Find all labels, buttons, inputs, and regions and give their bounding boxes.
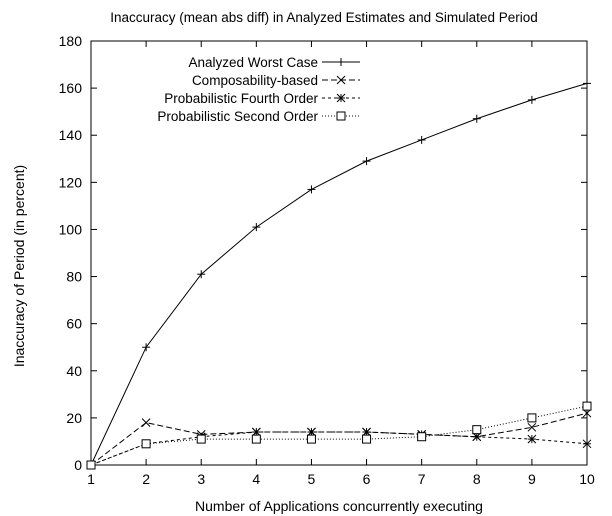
y-tick-label: 140 xyxy=(59,127,83,143)
data-point-series-1 xyxy=(417,135,426,144)
data-point-series-4 xyxy=(86,460,96,470)
y-tick-label: 0 xyxy=(74,457,82,473)
y-tick-label: 20 xyxy=(66,410,82,426)
data-point-series-1 xyxy=(307,185,316,194)
x-tick-label: 7 xyxy=(418,471,426,487)
y-tick-label: 160 xyxy=(59,80,83,96)
data-point-series-4 xyxy=(362,434,372,444)
y-axis-label: Inaccuracy of Period (in percent) xyxy=(11,165,27,367)
x-tick-label: 3 xyxy=(197,471,205,487)
legend-marker-3 xyxy=(336,93,346,103)
legend-marker-4 xyxy=(336,111,346,121)
data-point-series-3 xyxy=(582,439,592,449)
legend-marker-1 xyxy=(337,58,345,66)
legend-label-1: Analyzed Worst Case xyxy=(188,55,318,70)
data-point-series-4 xyxy=(472,425,482,435)
x-tick-label: 10 xyxy=(579,471,595,487)
y-tick-label: 60 xyxy=(66,316,82,332)
x-tick-label: 9 xyxy=(528,471,536,487)
data-point-series-1 xyxy=(362,157,371,166)
x-tick-label: 6 xyxy=(363,471,371,487)
data-point-series-1 xyxy=(527,95,536,104)
x-tick-label: 8 xyxy=(473,471,481,487)
data-point-series-2 xyxy=(141,418,151,427)
data-point-series-4 xyxy=(417,432,427,442)
data-point-series-1 xyxy=(472,114,481,123)
data-point-series-3 xyxy=(527,434,537,444)
plot-area: 1 2 3 4 5 6 7 8 9 10020406080100120140160180Analy… xyxy=(59,33,595,487)
data-point-series-4 xyxy=(582,401,592,411)
data-point-series-4 xyxy=(141,439,151,449)
data-point-series-1 xyxy=(197,270,206,279)
x-tick-label: 5 xyxy=(308,471,316,487)
chart-title: Inaccuracy (mean abs diff) in Analyzed E… xyxy=(110,10,537,25)
x-tick-label: 1 xyxy=(87,471,95,487)
y-tick-label: 100 xyxy=(59,221,83,237)
data-point-series-2 xyxy=(527,422,537,432)
x-tick-label: 2 xyxy=(142,471,150,487)
legend: Analyzed Worst Case Composability-based Pr… xyxy=(157,55,360,124)
plot-frame xyxy=(90,40,588,466)
legend-marker-2 xyxy=(336,75,346,85)
series-line-4 xyxy=(90,405,588,466)
data-point-series-1 xyxy=(583,79,591,88)
y-tick-label: 180 xyxy=(59,33,83,49)
y-tick-label: 80 xyxy=(66,269,82,285)
data-point-series-4 xyxy=(251,434,261,444)
data-point-series-1 xyxy=(252,223,261,232)
legend-label-2: Composability-based xyxy=(192,73,318,88)
legend-label-4: Probabilistic Second Order xyxy=(157,109,318,124)
data-point-series-4 xyxy=(306,434,316,444)
series-line-1 xyxy=(90,82,588,466)
series-line-3 xyxy=(90,431,588,466)
y-tick-label: 120 xyxy=(59,174,83,190)
legend-label-3: Probabilistic Fourth Order xyxy=(164,91,318,106)
x-tick-label: 4 xyxy=(252,471,260,487)
data-point-series-4 xyxy=(196,434,206,444)
data-point-series-1 xyxy=(142,343,151,352)
y-tick-label: 40 xyxy=(66,363,82,379)
data-point-series-4 xyxy=(527,413,537,423)
x-axis-label: Number of Applications concurrently exec… xyxy=(195,498,483,514)
